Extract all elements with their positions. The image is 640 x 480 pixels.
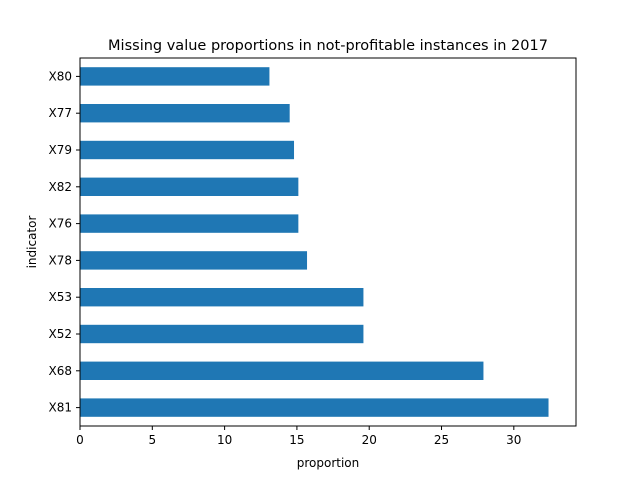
x-tick-label: 20 [362,433,377,447]
bar-x77 [80,104,290,123]
bar-x76 [80,214,299,233]
x-tick-label: 15 [289,433,304,447]
x-tick-label: 10 [217,433,232,447]
bar-x81 [80,398,549,417]
bar-x78 [80,251,308,270]
plot-frame [79,57,577,427]
y-tick-label: X68 [49,364,73,378]
bar-x68 [80,361,484,380]
y-tick-label: X82 [49,180,73,194]
y-axis: X81 X68 X52 X53 X78 X76 X82 X79 X77 X80 [49,69,80,415]
y-axis-label: indicator [25,216,39,269]
bar-x82 [80,177,299,196]
y-tick-label: X53 [49,290,73,304]
bar-x52 [80,324,364,344]
y-tick-label: X76 [49,217,73,231]
bar-x79 [80,140,295,160]
x-tick-label: 30 [506,433,521,447]
chart-title: Missing value proportions in not-profita… [108,38,548,54]
x-tick-label: 25 [434,433,449,447]
bar-x80 [80,67,270,86]
y-tick-label: X79 [49,143,73,157]
y-tick-label: X80 [49,69,73,83]
bars-group [80,67,549,417]
x-axis: 0 5 10 15 20 25 30 [76,426,521,447]
y-tick-label: X81 [49,401,73,415]
x-tick-label: 0 [76,433,84,447]
y-tick-label: X77 [49,106,73,120]
bar-x53 [80,288,364,307]
y-tick-label: X52 [49,327,73,341]
x-tick-label: 5 [148,433,156,447]
x-axis-label: proportion [297,456,360,470]
y-tick-label: X78 [49,253,73,267]
